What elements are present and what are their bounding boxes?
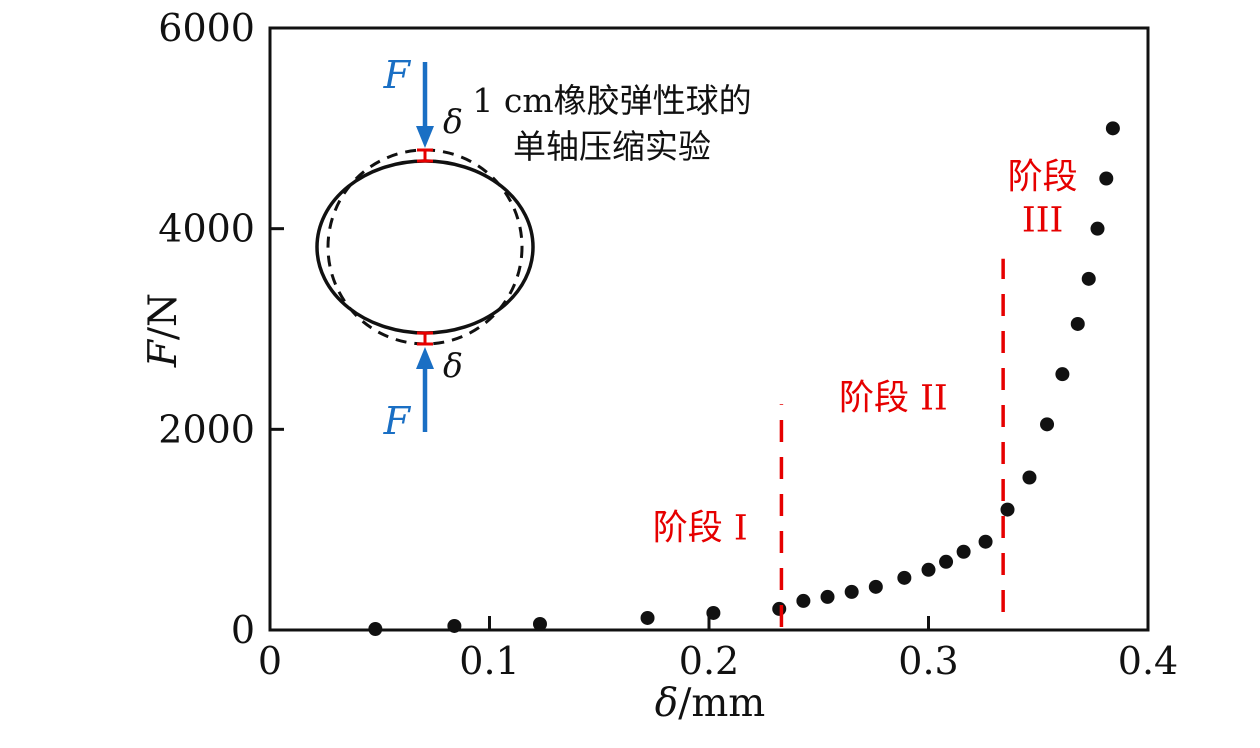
data-point — [1000, 502, 1015, 517]
stage-label-line: 阶段 II — [839, 378, 948, 418]
data-point — [772, 601, 787, 616]
y-axis-unit: /N — [141, 293, 186, 340]
delta-gap-marker-bottom — [417, 331, 433, 346]
stage-label: 阶段 I — [653, 509, 748, 549]
x-tick-label: 0.3 — [898, 639, 958, 683]
data-point — [796, 593, 811, 608]
force-arrow-bottom-head — [416, 347, 434, 369]
data-point — [956, 544, 971, 559]
chart-title-line1: 1 cm橡胶弹性球的 — [472, 81, 751, 120]
force-label-bottom: F — [383, 399, 412, 443]
data-point — [820, 589, 835, 604]
y-tick-label: 2000 — [158, 407, 255, 451]
data-point — [640, 610, 655, 625]
data-point — [978, 534, 993, 549]
x-tick-label: 0.2 — [679, 639, 739, 683]
data-point — [1055, 367, 1070, 382]
axis-ticks-layer: 0 0.1 0.2 0.3 0.4 0 2000 4000 6000 — [158, 6, 1178, 683]
y-tick-label: 0 — [231, 608, 255, 652]
data-point — [1040, 417, 1055, 432]
stage-label-line: III — [1022, 201, 1063, 241]
compression-diagram: F F δ δ — [315, 53, 535, 443]
data-point — [897, 570, 912, 585]
force-arrow-top-head — [416, 126, 434, 148]
y-tick-label: 4000 — [158, 207, 255, 251]
y-axis-label: F/N — [141, 293, 186, 368]
data-point — [1022, 470, 1037, 485]
delta-gap-marker-top — [417, 148, 433, 163]
x-tick-label: 0 — [258, 639, 282, 683]
data-point — [868, 579, 883, 594]
data-point — [921, 562, 936, 577]
data-point — [1070, 316, 1085, 331]
stage-label: 阶段 III — [1008, 158, 1078, 241]
data-point — [1105, 121, 1120, 136]
deformed-sphere-ellipse — [315, 159, 535, 335]
data-point — [844, 584, 859, 599]
stage-annotations-layer: 阶段 I 阶段 II 阶段 III — [653, 158, 1078, 627]
data-point — [939, 554, 954, 569]
stage-label-line: 阶段 I — [653, 509, 748, 549]
x-axis-label: δ/mm — [655, 681, 766, 726]
data-point — [706, 605, 721, 620]
stage-label-line: 阶段 — [1008, 158, 1078, 198]
y-axis-symbol: F — [141, 338, 186, 368]
x-tick-label: 0.4 — [1118, 639, 1178, 683]
x-tick-label: 0.1 — [459, 639, 519, 683]
y-tick-label: 6000 — [158, 6, 255, 50]
data-point — [532, 616, 547, 631]
data-points-layer — [368, 121, 1120, 636]
delta-label-bottom: δ — [443, 346, 463, 385]
x-axis-unit: /mm — [678, 681, 765, 726]
data-point — [447, 618, 462, 633]
x-axis-symbol: δ — [655, 681, 678, 726]
data-point — [1099, 171, 1114, 186]
chart-title-line2: 单轴压缩实验 — [513, 127, 711, 166]
delta-label-top: δ — [443, 102, 463, 141]
data-point — [1090, 221, 1105, 236]
data-point — [368, 621, 383, 636]
force-label-top: F — [383, 53, 412, 97]
stage-label: 阶段 II — [839, 378, 948, 418]
data-point — [1081, 271, 1096, 286]
